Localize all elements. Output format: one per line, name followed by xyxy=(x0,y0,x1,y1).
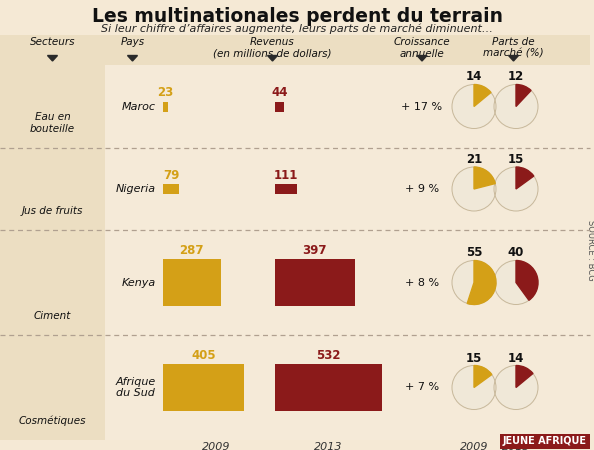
Text: 21: 21 xyxy=(466,153,482,166)
Text: Eau en
bouteille: Eau en bouteille xyxy=(30,112,75,134)
Bar xyxy=(0,148,105,230)
Text: Maroc: Maroc xyxy=(122,102,156,112)
Circle shape xyxy=(452,167,496,211)
Bar xyxy=(0,230,105,335)
Text: 12: 12 xyxy=(508,71,524,84)
Bar xyxy=(0,65,105,148)
Circle shape xyxy=(494,365,538,410)
Polygon shape xyxy=(128,55,137,61)
Text: 2009: 2009 xyxy=(460,442,488,450)
Text: Afrique
du Sud: Afrique du Sud xyxy=(116,377,156,398)
Text: Cosmétiques: Cosmétiques xyxy=(19,415,86,426)
Text: Jus de fruits: Jus de fruits xyxy=(22,206,83,216)
Text: 23: 23 xyxy=(157,86,173,99)
Bar xyxy=(105,335,590,440)
Circle shape xyxy=(452,365,496,410)
Text: Ciment: Ciment xyxy=(34,311,71,321)
Text: 111: 111 xyxy=(274,169,298,182)
Text: JEUNE AFRIQUE: JEUNE AFRIQUE xyxy=(503,436,587,446)
Bar xyxy=(275,364,382,411)
Text: + 17 %: + 17 % xyxy=(402,102,443,112)
Bar xyxy=(105,65,590,148)
Polygon shape xyxy=(508,55,519,61)
Circle shape xyxy=(494,85,538,129)
Text: 397: 397 xyxy=(303,244,327,257)
Wedge shape xyxy=(467,261,496,305)
Text: Parts de
marché (%): Parts de marché (%) xyxy=(483,37,544,58)
Text: Les multinationales perdent du terrain: Les multinationales perdent du terrain xyxy=(91,7,503,26)
Bar xyxy=(105,148,590,230)
Text: SOURCE : BCG: SOURCE : BCG xyxy=(586,220,594,280)
Bar xyxy=(500,434,590,449)
Text: 55: 55 xyxy=(466,247,482,260)
Wedge shape xyxy=(474,85,491,107)
Circle shape xyxy=(494,261,538,305)
Text: + 8 %: + 8 % xyxy=(405,278,439,288)
Text: + 9 %: + 9 % xyxy=(405,184,439,194)
Polygon shape xyxy=(267,55,277,61)
Text: Si leur chiffre d’affaires augmente, leurs parts de marché diminuent…: Si leur chiffre d’affaires augmente, leu… xyxy=(101,23,493,33)
Polygon shape xyxy=(48,55,58,61)
Bar xyxy=(0,35,590,65)
Text: Kenya: Kenya xyxy=(122,278,156,288)
Wedge shape xyxy=(474,365,492,387)
Wedge shape xyxy=(516,261,538,300)
Polygon shape xyxy=(417,55,427,61)
Text: 287: 287 xyxy=(179,244,204,257)
Bar xyxy=(275,102,284,112)
Text: 2013: 2013 xyxy=(314,442,343,450)
Text: Croissance
annuelle: Croissance annuelle xyxy=(394,37,450,58)
Text: + 7 %: + 7 % xyxy=(405,382,439,392)
Wedge shape xyxy=(474,167,495,189)
Bar xyxy=(163,259,221,306)
Circle shape xyxy=(452,85,496,129)
Bar xyxy=(275,259,355,306)
Text: Nigeria: Nigeria xyxy=(116,184,156,194)
Text: 14: 14 xyxy=(508,351,524,364)
Text: 405: 405 xyxy=(191,349,216,362)
Circle shape xyxy=(494,167,538,211)
Text: Revenus
(en millions de dollars): Revenus (en millions de dollars) xyxy=(213,37,332,58)
Text: 40: 40 xyxy=(508,247,524,260)
Text: 79: 79 xyxy=(163,169,179,182)
Text: 15: 15 xyxy=(508,153,524,166)
Wedge shape xyxy=(516,365,533,387)
Bar xyxy=(275,184,298,194)
Text: Secteurs: Secteurs xyxy=(30,37,75,47)
Wedge shape xyxy=(516,167,534,189)
Bar xyxy=(163,364,245,411)
Text: 2009: 2009 xyxy=(202,442,230,450)
Text: Pays: Pays xyxy=(121,37,144,47)
Bar xyxy=(163,184,179,194)
Text: 532: 532 xyxy=(316,349,341,362)
Text: 2013: 2013 xyxy=(502,442,530,450)
Text: 44: 44 xyxy=(271,86,287,99)
Bar xyxy=(163,102,168,112)
Text: 15: 15 xyxy=(466,351,482,364)
Wedge shape xyxy=(516,85,531,107)
Bar xyxy=(105,230,590,335)
Bar xyxy=(0,335,105,440)
Text: 14: 14 xyxy=(466,71,482,84)
Circle shape xyxy=(452,261,496,305)
